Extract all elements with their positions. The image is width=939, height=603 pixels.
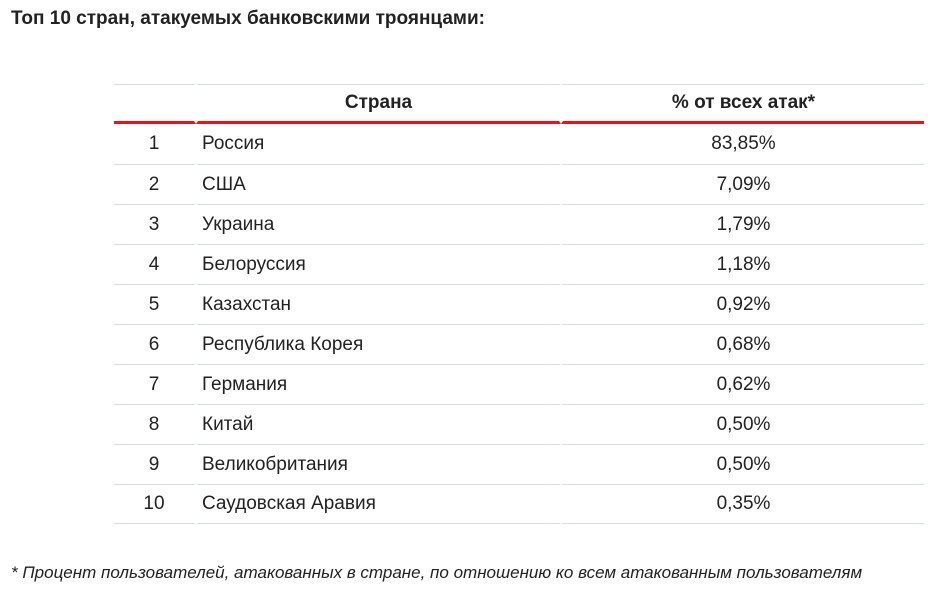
table-row: 4 Белоруссия 1,18% bbox=[114, 244, 924, 284]
countries-table: Страна % от всех атак* 1 Россия 83,85% 2… bbox=[114, 84, 924, 524]
rank-cell: 8 bbox=[114, 404, 196, 444]
table-header: Страна % от всех атак* bbox=[114, 84, 924, 124]
rank-cell: 7 bbox=[114, 364, 196, 404]
country-cell: Украина bbox=[196, 204, 561, 244]
country-cell: Россия bbox=[196, 124, 561, 164]
rank-cell: 3 bbox=[114, 204, 196, 244]
header-percent: % от всех атак* bbox=[561, 84, 924, 124]
rank-cell: 10 bbox=[114, 484, 196, 524]
rank-cell: 6 bbox=[114, 324, 196, 364]
percent-cell: 0,92% bbox=[561, 284, 924, 324]
table-row: 7 Германия 0,62% bbox=[114, 364, 924, 404]
footnote: * Процент пользователей, атакованных в с… bbox=[11, 563, 863, 582]
rank-cell: 5 bbox=[114, 284, 196, 324]
percent-cell: 1,18% bbox=[561, 244, 924, 284]
percent-cell: 83,85% bbox=[561, 124, 924, 164]
table-row: 10 Саудовская Аравия 0,35% bbox=[114, 484, 924, 524]
table-header-row: Страна % от всех атак* bbox=[114, 84, 924, 124]
percent-cell: 1,79% bbox=[561, 204, 924, 244]
page-title: Топ 10 стран, атакуемых банковскими троя… bbox=[11, 8, 485, 29]
header-rank bbox=[114, 84, 196, 124]
table-row: 2 США 7,09% bbox=[114, 164, 924, 204]
rank-cell: 4 bbox=[114, 244, 196, 284]
country-cell: Великобритания bbox=[196, 444, 561, 484]
percent-cell: 7,09% bbox=[561, 164, 924, 204]
country-cell: Саудовская Аравия bbox=[196, 484, 561, 524]
percent-cell: 0,50% bbox=[561, 404, 924, 444]
percent-cell: 0,68% bbox=[561, 324, 924, 364]
table-body: 1 Россия 83,85% 2 США 7,09% 3 Украина 1,… bbox=[114, 124, 924, 524]
country-cell: Казахстан bbox=[196, 284, 561, 324]
rank-cell: 1 bbox=[114, 124, 196, 164]
rank-cell: 9 bbox=[114, 444, 196, 484]
percent-cell: 0,62% bbox=[561, 364, 924, 404]
table-row: 9 Великобритания 0,50% bbox=[114, 444, 924, 484]
table-row: 8 Китай 0,50% bbox=[114, 404, 924, 444]
table-row: 6 Республика Корея 0,68% bbox=[114, 324, 924, 364]
table-row: 3 Украина 1,79% bbox=[114, 204, 924, 244]
rank-cell: 2 bbox=[114, 164, 196, 204]
header-country: Страна bbox=[196, 84, 561, 124]
country-cell: Республика Корея bbox=[196, 324, 561, 364]
percent-cell: 0,50% bbox=[561, 444, 924, 484]
country-cell: Китай bbox=[196, 404, 561, 444]
country-cell: Белоруссия bbox=[196, 244, 561, 284]
table-row: 1 Россия 83,85% bbox=[114, 124, 924, 164]
country-cell: США bbox=[196, 164, 561, 204]
percent-cell: 0,35% bbox=[561, 484, 924, 524]
country-cell: Германия bbox=[196, 364, 561, 404]
table-row: 5 Казахстан 0,92% bbox=[114, 284, 924, 324]
